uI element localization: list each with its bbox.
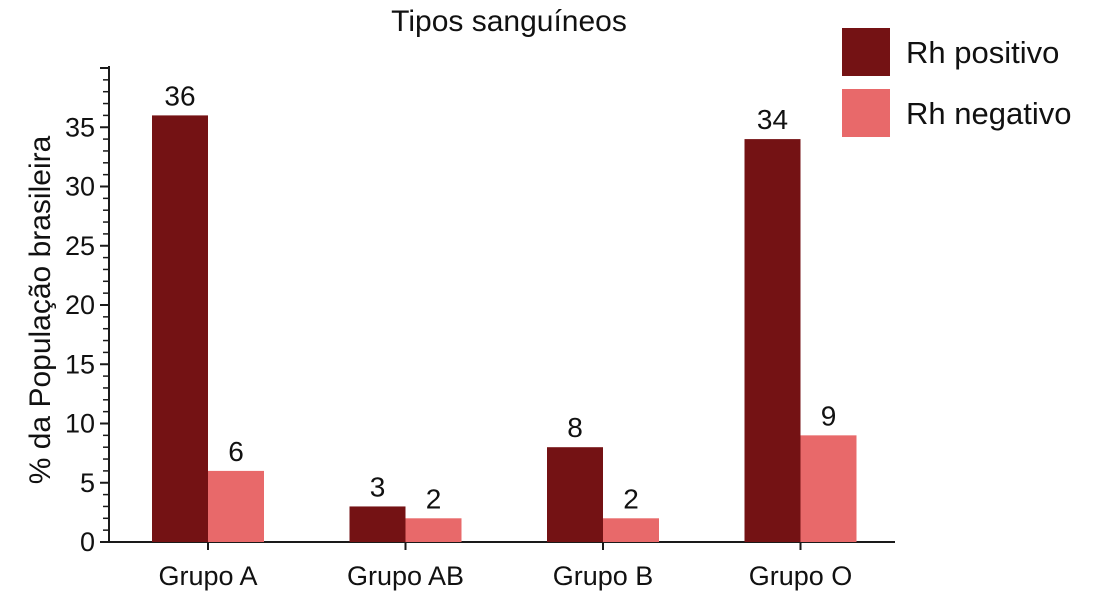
data-label: 36 (164, 80, 195, 111)
data-label: 3 (370, 471, 386, 502)
data-label: 8 (567, 412, 583, 443)
legend-label: Rh positivo (906, 35, 1059, 70)
bar (800, 435, 857, 542)
y-tick-label: 25 (65, 231, 95, 261)
data-label: 6 (228, 436, 244, 467)
data-label: 2 (623, 483, 639, 514)
bar (405, 518, 462, 542)
legend: Rh positivo Rh negativo (842, 28, 1071, 137)
y-tick-label: 20 (65, 290, 95, 320)
bar (603, 518, 659, 542)
x-axis: Grupo A Grupo AB Grupo B Grupo O (109, 541, 895, 591)
x-category-label: Grupo B (553, 561, 654, 591)
bar (349, 506, 406, 542)
bar (208, 470, 264, 542)
y-tick-label: 5 (80, 468, 95, 498)
y-axis: 0 5 10 15 20 25 30 35 (65, 66, 110, 557)
x-category-label: Grupo A (158, 561, 257, 591)
y-tick-label: 10 (65, 409, 95, 439)
bars (152, 115, 857, 543)
bar (744, 139, 801, 542)
bar (152, 115, 208, 543)
legend-swatch (842, 28, 890, 76)
data-label: 34 (757, 104, 788, 135)
data-label: 2 (426, 483, 442, 514)
value-labels: 36 3 8 34 6 2 2 9 (164, 80, 836, 514)
legend-label: Rh negativo (906, 96, 1071, 131)
chart-title: Tipos sanguíneos (391, 5, 627, 38)
y-tick-label: 35 (65, 112, 95, 142)
legend-swatch (842, 89, 890, 137)
x-category-label: Grupo AB (347, 561, 464, 591)
y-tick-label: 0 (80, 527, 95, 557)
y-axis-label: % da População brasileira (24, 135, 57, 484)
data-label: 9 (821, 400, 837, 431)
x-category-label: Grupo O (749, 561, 853, 591)
y-tick-label: 30 (65, 172, 95, 202)
y-tick-label: 15 (65, 349, 95, 379)
bar (547, 447, 603, 542)
